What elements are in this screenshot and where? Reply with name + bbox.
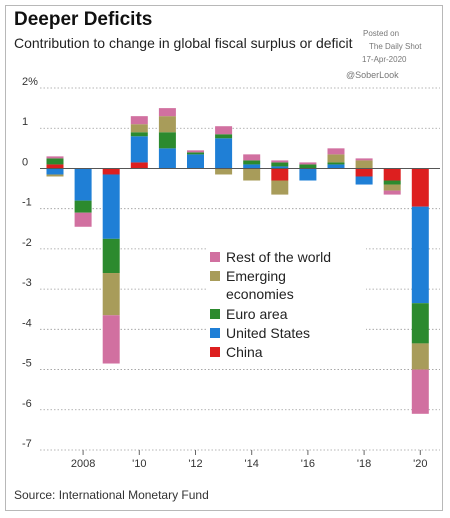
bar-us-2012 (187, 154, 204, 169)
bar-emerging-2010 (130, 124, 148, 133)
legend-label-emerging: Emerging economies (226, 268, 294, 302)
bar-rest-2015 (271, 160, 289, 163)
bar-us-2011 (158, 148, 176, 169)
bar-rest-2008 (74, 212, 92, 227)
bar-emerging-2007 (46, 174, 64, 177)
bar-euro-2010 (130, 132, 148, 137)
bar-us-2013 (215, 138, 233, 169)
watermark-date: 17-Apr-2020 (362, 55, 407, 64)
x-tick-label: 2008 (71, 458, 95, 470)
watermark-posted: Posted on (363, 29, 400, 38)
legend-swatch-us (210, 328, 220, 338)
bar-us-2015 (271, 166, 289, 169)
bar-euro-2013 (215, 134, 233, 139)
bar-emerging-2019 (383, 184, 401, 191)
y-tick-label: -6 (22, 398, 32, 410)
bar-rest-2007 (46, 156, 64, 159)
bar-rest-2020 (411, 369, 429, 414)
bar-emerging-2015 (271, 180, 289, 195)
watermark-handle: @SoberLook (346, 70, 399, 80)
y-tick-label: -7 (22, 438, 32, 450)
bar-euro-2014 (243, 160, 261, 165)
x-tick-label: '10 (132, 458, 146, 470)
bar-china-2019 (383, 168, 401, 181)
legend-swatch-emerging (210, 271, 220, 281)
bar-rest-2013 (215, 126, 233, 135)
bar-us-2016 (299, 168, 317, 181)
x-tick-label: '12 (188, 458, 202, 470)
bar-emerging-2014 (243, 168, 261, 181)
bar-rest-2019 (383, 190, 401, 195)
y-tick-label: 2% (22, 76, 38, 88)
x-tick-label: '20 (413, 458, 427, 470)
bar-china-2015 (271, 168, 289, 181)
bar-china-2009 (102, 168, 120, 175)
bar-china-2018 (355, 168, 373, 177)
bar-rest-2011 (158, 108, 176, 117)
bar-emerging-2013 (215, 168, 233, 175)
bar-euro-2011 (158, 132, 176, 149)
bar-us-2010 (130, 136, 148, 163)
bar-euro-2012 (187, 152, 204, 155)
y-tick-label: 0 (22, 156, 28, 168)
legend-label-euro: Euro area (226, 306, 288, 322)
bar-rest-2012 (187, 150, 204, 153)
x-tick-label: '14 (245, 458, 259, 470)
bar-china-2020 (411, 168, 429, 207)
y-tick-label: -4 (22, 317, 32, 329)
bar-us-2017 (327, 164, 345, 169)
bar-rest-2014 (243, 154, 261, 161)
x-tick-label: '16 (301, 458, 315, 470)
y-tick-label: -3 (22, 277, 32, 289)
bar-rest-2018 (355, 158, 373, 161)
bar-us-2008 (74, 168, 92, 201)
legend-swatch-china (210, 347, 220, 357)
chart-subtitle: Contribution to change in global fiscal … (14, 35, 353, 51)
bar-euro-2016 (299, 164, 317, 169)
bar-euro-2009 (102, 238, 120, 274)
bar-euro-2007 (46, 158, 64, 165)
bar-emerging-2018 (355, 160, 373, 169)
x-tick-label: '18 (357, 458, 371, 470)
bar-us-2007 (46, 168, 64, 175)
bar-emerging-2017 (327, 154, 345, 163)
bar-rest-2017 (327, 148, 345, 155)
legend-swatch-euro (210, 309, 220, 319)
bar-us-2020 (411, 206, 429, 304)
legend-swatch-rest (210, 252, 220, 262)
bar-euro-2008 (74, 200, 92, 213)
legend-background (206, 248, 366, 368)
watermark-site: The Daily Shot (369, 42, 422, 51)
bar-emerging-2011 (158, 116, 176, 133)
source-note: Source: International Monetary Fund (14, 488, 209, 502)
bar-rest-2016 (299, 162, 317, 165)
bar-us-2018 (355, 176, 373, 185)
legend-label-china: China (226, 344, 263, 360)
legend-label-us: United States (226, 325, 310, 341)
bar-euro-2020 (411, 303, 429, 344)
bar-rest-2010 (130, 116, 148, 125)
y-tick-label: -5 (22, 358, 32, 370)
bar-emerging-2009 (102, 273, 120, 316)
bar-rest-2009 (102, 315, 120, 364)
y-tick-label: -1 (22, 197, 32, 209)
bar-china-2010 (130, 162, 148, 169)
bar-emerging-2020 (411, 343, 429, 370)
bar-euro-2017 (327, 162, 345, 165)
y-tick-label: -2 (22, 237, 32, 249)
chart-title: Deeper Deficits (14, 9, 153, 30)
bar-us-2009 (102, 174, 120, 239)
bar-euro-2015 (271, 162, 289, 167)
y-tick-label: 1 (22, 116, 28, 128)
legend-label-rest: Rest of the world (226, 249, 331, 265)
bar-china-2007 (46, 164, 64, 169)
bar-us-2014 (243, 164, 261, 169)
bar-euro-2019 (383, 180, 401, 185)
